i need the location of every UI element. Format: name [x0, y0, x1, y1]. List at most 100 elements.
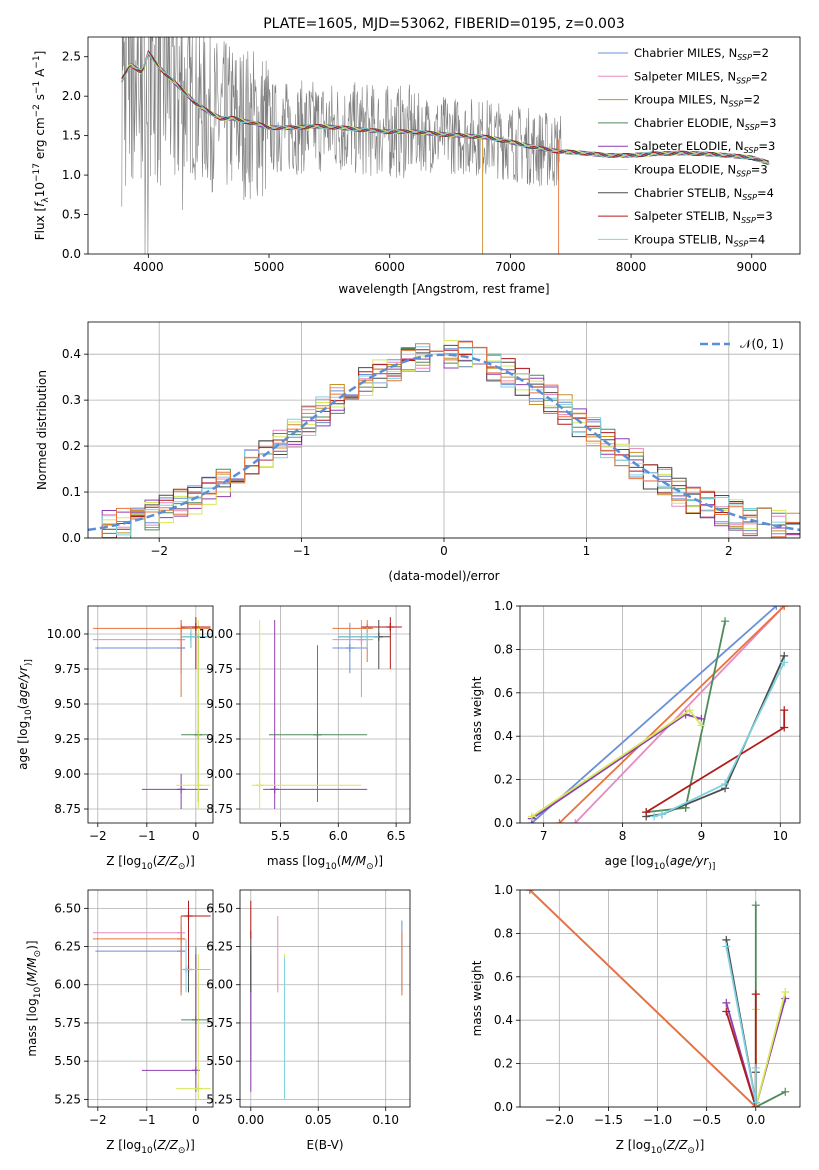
weight-line: [646, 621, 726, 813]
x-tick-label: 1: [583, 544, 591, 558]
x-axis-label: Z [log10(Z/Z⊙)]: [106, 854, 195, 872]
x-axis-label-part: )]: [374, 854, 383, 868]
x-axis-label-part: Z/Z: [156, 1138, 178, 1152]
y-axis-label: mass weight: [470, 676, 484, 752]
axes-frame: [87, 889, 214, 1108]
point-marker: [657, 810, 666, 819]
error-bar-point: [361, 617, 402, 669]
y-tick-label: 8.75: [206, 802, 233, 816]
x-axis-label-part: ⊙: [366, 862, 374, 872]
legend-entry-name: Chabrier MILES, N: [634, 46, 737, 60]
y-axis-label: mass [log10(M/M⊙)]: [25, 940, 43, 1056]
legend-entry-sub: SSP: [736, 170, 751, 179]
legend-entry-name: Kroupa MILES, N: [634, 93, 729, 107]
axes-frame: [519, 889, 801, 1108]
error-bar-point: [92, 620, 186, 662]
point-marker: [721, 617, 730, 626]
axes-frame: [239, 889, 411, 1108]
point-marker: [182, 965, 191, 974]
x-axis-label-part: M/M: [341, 854, 366, 868]
y-axis-label-part: −1: [32, 55, 42, 68]
x-axis-label-part: ⊙: [178, 862, 186, 872]
weight-series: [525, 890, 760, 1107]
point-marker: [751, 1063, 760, 1072]
x-tick-label: 9: [698, 829, 706, 843]
x-axis-label: mass [log10(M/M⊙)]: [267, 854, 383, 872]
error-bar-point: [251, 620, 362, 809]
y-tick-label: 0.0: [62, 531, 81, 545]
point-marker: [781, 987, 790, 996]
x-axis-label: Z [log10(Z/Z⊙)]: [106, 1138, 195, 1156]
point-marker: [186, 632, 195, 641]
y-axis-label-part: )]: [24, 659, 34, 666]
legend-entry-sub: SSP: [742, 193, 757, 202]
y-tick-label: 9.75: [206, 662, 233, 676]
x-tick-label: 0.05: [305, 1113, 332, 1127]
x-tick-label: −2: [89, 1113, 107, 1127]
y-tick-label: 9.75: [54, 662, 81, 676]
y-axis-label-part: Flux [: [33, 207, 47, 240]
legend-entry-count: =3: [758, 139, 775, 153]
legend-entry-sub: SSP: [741, 216, 756, 225]
y-tick-label: 0.6: [494, 686, 513, 700]
x-axis-label-part: Z [log: [106, 1138, 141, 1152]
plot-area: [92, 617, 211, 809]
x-tick-label: 5.5: [271, 829, 290, 843]
point-marker: [722, 1007, 731, 1016]
normal-curve: [88, 353, 800, 532]
y-tick-label: 1.5: [62, 129, 81, 143]
point-marker: [685, 706, 694, 715]
y-tick-label: 6.50: [206, 901, 233, 915]
point-marker: [781, 1087, 790, 1096]
y-axis-label-part: −17: [32, 163, 42, 182]
y-tick-label: 9.25: [54, 732, 81, 746]
point-marker: [697, 721, 706, 730]
x-axis-label-part: (: [153, 1138, 158, 1152]
weight-line: [754, 991, 787, 1107]
y-tick-label: 0.3: [62, 393, 81, 407]
legend-entry-sub: SSP: [737, 53, 752, 62]
x-axis-label-part: )]: [708, 862, 715, 872]
y-tick-label: 0.6: [494, 970, 513, 984]
legend-entry-count: =2: [751, 69, 768, 83]
weight-line: [574, 606, 785, 823]
y-axis-label-part: 10: [24, 709, 34, 721]
y-tick-label: 9.25: [206, 732, 233, 746]
legend-entry-sub: SSP: [734, 239, 749, 248]
error-bar-point: [92, 620, 211, 697]
legend-entry-sub: SSP: [736, 76, 751, 85]
legend-entry-sub: SSP: [745, 123, 760, 132]
y-axis-label-part: (: [25, 982, 39, 987]
x-tick-label: −2: [89, 829, 107, 843]
legend-entry: Kroupa MILES, NSSP=2: [634, 93, 760, 109]
x-tick-label: 10: [773, 829, 788, 843]
weight-line: [754, 905, 786, 1107]
legend-entry-name: Kroupa STELIB, N: [634, 232, 734, 246]
y-axis-label-part: ]: [33, 51, 47, 56]
x-axis-label: E(B-V): [306, 1138, 343, 1152]
x-tick-label: 0: [192, 829, 200, 843]
x-tick-label: 0.00: [237, 1113, 264, 1127]
error-bar-point: [95, 923, 186, 993]
x-tick-label: 0.10: [372, 1113, 399, 1127]
legend-entry-name: Salpeter ELODIE, N: [634, 139, 744, 153]
legend-entry: 𝒩(0, 1): [740, 337, 784, 351]
legend-entry: Salpeter STELIB, NSSP=3: [634, 209, 773, 225]
y-axis-label: Normed distribution: [35, 370, 49, 490]
y-axis-label-part: s: [33, 94, 47, 104]
x-axis-label-part: )]: [185, 854, 194, 868]
x-axis-label-part: 10: [325, 862, 337, 872]
x-tick-label: −0.5: [692, 1113, 721, 1127]
y-tick-label: 1.0: [494, 883, 513, 897]
point-marker: [780, 606, 789, 610]
y-tick-label: 0.8: [494, 642, 513, 656]
legend-entry-name: Chabrier ELODIE, N: [634, 116, 745, 130]
y-axis-label-part: −1: [32, 81, 42, 94]
x-axis-label-part: ⊙: [178, 1146, 186, 1156]
y-tick-label: 0.0: [62, 247, 81, 261]
y-axis-label-part: 10: [33, 987, 43, 999]
legend-entry: Chabrier STELIB, NSSP=4: [634, 186, 774, 202]
axes-frame: [519, 605, 801, 824]
